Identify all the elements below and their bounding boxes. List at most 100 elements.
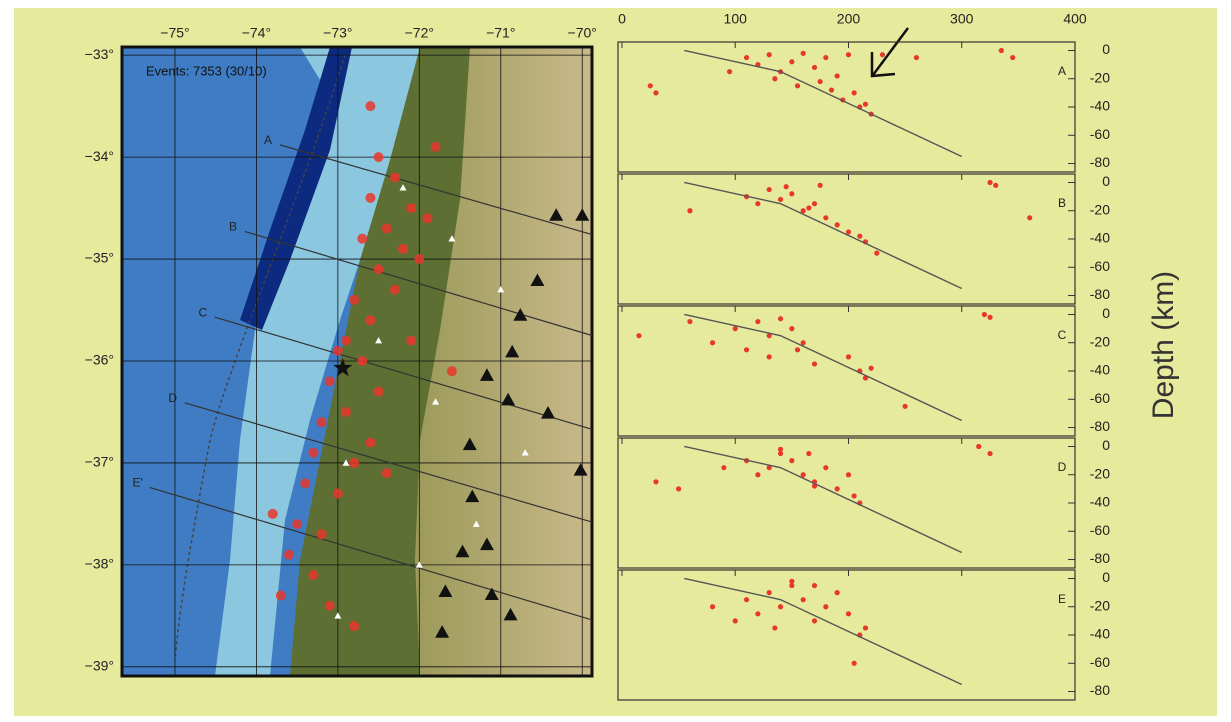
hypocenter [987,180,992,185]
epicenter [317,529,327,539]
y-tick-label: -60 [1090,522,1110,538]
hypocenter [767,590,772,595]
hypocenter [772,625,777,630]
hypocenter [733,618,738,623]
y-tick-label: -40 [1090,230,1110,246]
hypocenter [789,326,794,331]
y-tick-label: -60 [1090,654,1110,670]
epicenter [341,336,351,346]
epicenter [333,489,343,499]
epicenter [341,407,351,417]
x-tick-label: 100 [724,11,748,27]
hypocenter [835,590,840,595]
epicenter [349,621,359,631]
hypocenter [710,340,715,345]
epicenter [390,172,400,182]
hypocenter [687,208,692,213]
hypocenter [812,618,817,623]
hypocenter [852,661,857,666]
epicenter [365,193,375,203]
x-tick-label: −72° [405,25,434,41]
hypocenter [789,191,794,196]
hypocenter [727,69,732,74]
hypocenter [823,604,828,609]
y-tick-label: -20 [1090,465,1110,481]
y-tick-label: −35° [85,250,114,266]
hypocenter [676,486,681,491]
epicenter [414,254,424,264]
hypocenter [812,201,817,206]
x-tick-label: 300 [950,11,974,27]
hypocenter [846,52,851,57]
hypocenter [812,361,817,366]
y-tick-label: 0 [1102,437,1110,453]
hypocenter [823,55,828,60]
hypocenter [767,187,772,192]
epicenter [268,509,278,519]
hypocenter [744,347,749,352]
section-label: A [264,133,272,147]
hypocenter [869,366,874,371]
hypocenter [795,347,800,352]
hypocenter [976,444,981,449]
hypocenter [846,472,851,477]
hypocenter [914,55,919,60]
hypocenter [755,472,760,477]
y-tick-label: 0 [1102,41,1110,57]
hypocenter [789,458,794,463]
epicenter [357,356,367,366]
hypocenter [903,404,908,409]
hypocenter [835,222,840,227]
epicenter [333,346,343,356]
y-tick-label: -20 [1090,597,1110,613]
hypocenter [648,83,653,88]
epicenter [406,203,416,213]
y-tick-label: −33° [85,46,114,62]
hypocenter [818,79,823,84]
y-tick-label: 0 [1102,173,1110,189]
epicenter [325,601,335,611]
hypocenter [653,479,658,484]
epicenter [382,468,392,478]
hypocenter [789,579,794,584]
hypocenter [829,87,834,92]
panel-label: E [1058,592,1066,606]
hypocenter [778,197,783,202]
epicenter [398,244,408,254]
epicenter [374,264,384,274]
hypocenter [801,51,806,56]
hypocenter [1010,55,1015,60]
hypocenter [767,52,772,57]
hypocenter [852,90,857,95]
hypocenter [687,319,692,324]
epicenter [365,315,375,325]
hypocenter [778,316,783,321]
hypocenter [846,611,851,616]
epicenter [374,387,384,397]
epicenter [292,519,302,529]
hypocenter [987,451,992,456]
hypocenter [987,315,992,320]
epicenter [422,213,432,223]
epicenter [382,223,392,233]
y-tick-label: −37° [85,454,114,470]
y-tick-label: -80 [1090,418,1110,434]
epicenter [365,101,375,111]
epicenter [276,590,286,600]
hypocenter [999,48,1004,53]
x-tick-label: −74° [242,25,271,41]
events-annotation: Events: 7353 (30/10) [146,63,267,78]
y-tick-label: −36° [85,352,114,368]
hypocenter [801,340,806,345]
hypocenter [993,183,998,188]
hypocenter [806,205,811,210]
x-tick-label: −70° [568,25,597,41]
hypocenter [801,597,806,602]
y-tick-label: -40 [1090,98,1110,114]
epicenter [308,570,318,580]
epicenter [300,478,310,488]
map-relief [122,47,592,676]
hypocenter [863,102,868,107]
x-tick-label: 0 [618,11,626,27]
hypocenter [767,354,772,359]
